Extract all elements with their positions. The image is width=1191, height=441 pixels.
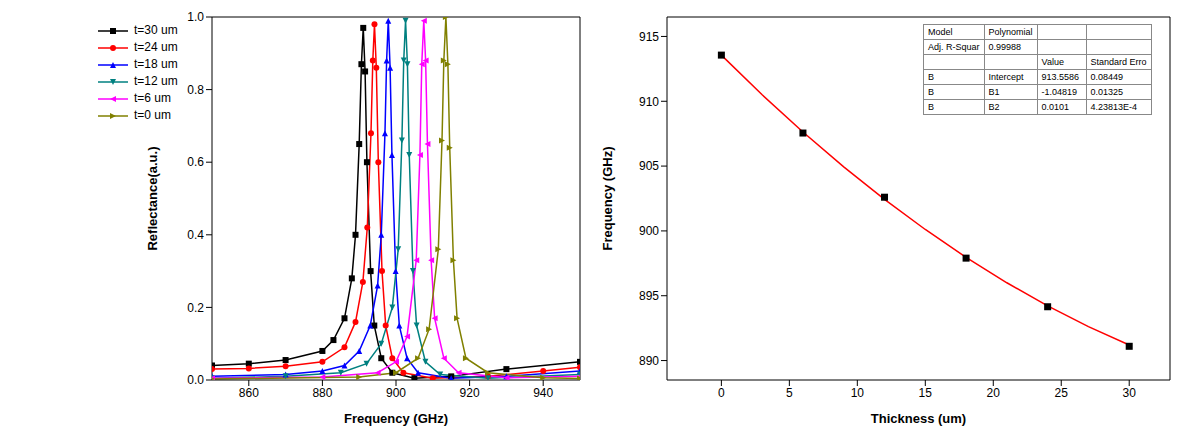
svg-text:0.0: 0.0 (187, 373, 204, 387)
html-text:B: B (928, 72, 934, 82)
html-text:0.0101: 0.0101 (1041, 102, 1070, 112)
svg-text:0.6: 0.6 (187, 155, 204, 169)
html-text:Intercept: Intercept (988, 72, 1024, 82)
svg-text:895: 895 (639, 289, 659, 303)
html-text:t=12 um: t=12 um (134, 74, 178, 88)
svg-text:915: 915 (639, 30, 659, 44)
svg-text:1.0: 1.0 (187, 10, 204, 24)
svg-text:880: 880 (312, 386, 332, 400)
html-text:t=6 um: t=6 um (134, 91, 171, 105)
html-text:Value: Value (1041, 57, 1064, 67)
html-text:B2: B2 (988, 102, 1000, 112)
svg-text:0.8: 0.8 (187, 83, 204, 97)
svg-text:900: 900 (639, 224, 659, 238)
svg-text:0.4: 0.4 (187, 228, 204, 242)
svg-text:940: 940 (533, 386, 553, 400)
svg-text:25: 25 (1055, 386, 1069, 400)
svg-text:Thickness (um): Thickness (um) (871, 411, 966, 426)
svg-text:890: 890 (639, 354, 659, 368)
html-text:4.23813E-4: 4.23813E-4 (1090, 102, 1138, 112)
svg-text:Reflectance(a.u.): Reflectance(a.u.) (145, 146, 160, 250)
svg-text:900: 900 (386, 386, 406, 400)
html-text:B: B (928, 87, 934, 97)
html-text:0.01325: 0.01325 (1090, 87, 1124, 97)
svg-text:860: 860 (239, 386, 259, 400)
html-text:Model: Model (928, 27, 953, 37)
html-text:Adj. R-Squar: Adj. R-Squar (928, 42, 980, 52)
svg-text:Frequency (GHz): Frequency (GHz) (344, 411, 448, 426)
html-text:-1.04819: -1.04819 (1041, 87, 1078, 97)
svg-text:0: 0 (718, 386, 725, 400)
html-text:Standard Erro: Standard Erro (1090, 57, 1147, 67)
html-text:t=18 um: t=18 um (134, 57, 178, 71)
html-text:B1: B1 (988, 87, 1000, 97)
html-text:B: B (928, 102, 934, 112)
svg-text:0.2: 0.2 (187, 301, 204, 315)
html-text:t=0 um: t=0 um (134, 108, 171, 122)
html-text:t=24 um: t=24 um (134, 40, 178, 54)
svg-text:15: 15 (919, 386, 933, 400)
svg-text:905: 905 (639, 159, 659, 173)
html-text:0.99988: 0.99988 (988, 42, 1022, 52)
svg-text:5: 5 (786, 386, 793, 400)
svg-text:20: 20 (987, 386, 1001, 400)
svg-text:30: 30 (1123, 386, 1137, 400)
svg-text:10: 10 (851, 386, 865, 400)
svg-text:Frequency (GHz): Frequency (GHz) (600, 146, 615, 250)
html-text:913.5586: 913.5586 (1041, 72, 1080, 82)
html-text:Polynomial: Polynomial (988, 27, 1033, 37)
html-text:0.08449: 0.08449 (1090, 72, 1124, 82)
svg-text:920: 920 (460, 386, 480, 400)
svg-text:910: 910 (639, 95, 659, 109)
html-text:t=30 um: t=30 um (134, 23, 178, 37)
